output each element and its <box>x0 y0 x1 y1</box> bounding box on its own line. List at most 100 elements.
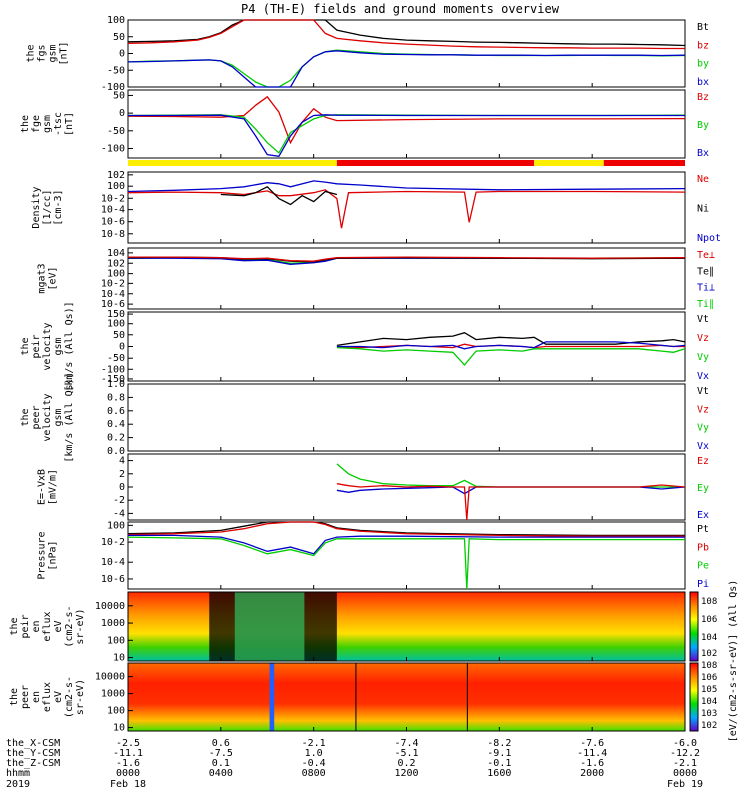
orbit-value: 0.1 <box>212 758 230 769</box>
legend-label: Bt <box>697 22 709 33</box>
row-label: 2019 <box>6 779 30 790</box>
legend-label: bx <box>697 77 709 88</box>
orbit-value: -6.0 <box>673 738 697 749</box>
legend-label: Vy <box>697 352 709 363</box>
legend-label: Te∥ <box>697 266 714 277</box>
legend-label: Ti⊥ <box>697 283 715 294</box>
orbit-value: -7.6 <box>580 738 604 749</box>
orbit-value: -1.6 <box>580 758 604 769</box>
y-tick-label: 2 <box>119 469 125 480</box>
series-line <box>128 256 686 262</box>
series-line <box>128 114 685 158</box>
series-line <box>220 186 338 206</box>
series-line <box>127 95 686 145</box>
orbit-value: -2.1 <box>302 738 326 749</box>
y-tick-label: -100 <box>101 82 125 93</box>
orbit-value: -2.1 <box>673 758 697 769</box>
row-label: the_Y-CSM <box>6 748 60 759</box>
date-label: Feb 19 <box>667 779 703 790</box>
y-axis-label: [km/s (All Qs)] <box>64 372 75 462</box>
series-line <box>127 536 685 590</box>
y-tick-label: 10-2 <box>101 193 125 204</box>
y-axis-label: gsm <box>42 115 53 133</box>
series-line <box>336 486 686 495</box>
spectrogram-image <box>128 663 685 731</box>
y-axis-label: gsm <box>53 337 64 355</box>
y-tick-label: -150 <box>101 374 125 385</box>
legend-label: Pt <box>697 524 709 535</box>
orbit-value: -11.1 <box>113 748 143 759</box>
date-label: Feb 18 <box>110 779 146 790</box>
colorbar-tick-label: 108 <box>701 597 717 607</box>
legend-label: Vx <box>697 441 709 452</box>
y-axis-label: eflux <box>42 682 53 712</box>
status-bar-segment <box>603 160 685 166</box>
y-tick-label: 0.0 <box>107 446 125 457</box>
legend-label: bz <box>697 40 709 51</box>
spectrogram-stripe <box>269 663 275 731</box>
y-tick-label: 10000 <box>95 601 125 612</box>
x-tick-label: 0000 <box>116 768 140 779</box>
y-axis-label: [eV] <box>48 266 59 290</box>
series-line <box>127 50 686 88</box>
legend-label: Vx <box>697 371 709 382</box>
legend-label: Pi <box>697 579 709 590</box>
y-tick-label: 102 <box>107 170 125 181</box>
colorbar-tick-label: 102 <box>701 649 717 659</box>
y-tick-label: 4 <box>119 456 125 467</box>
legend-label: Bx <box>697 148 709 159</box>
y-tick-label: 1000 <box>101 618 125 629</box>
orbit-value: -1.6 <box>116 758 140 769</box>
status-bar-segment <box>128 160 337 166</box>
y-axis-label: the <box>9 688 20 706</box>
y-axis-label: peer <box>20 685 31 709</box>
x-tick-label: 1600 <box>487 768 511 779</box>
colorbar <box>689 591 699 662</box>
y-tick-label: 100 <box>107 15 125 26</box>
y-axis-label: Density <box>31 186 42 228</box>
colorbar-tick-label: 105 <box>701 685 717 695</box>
y-tick-label: 50 <box>113 330 125 341</box>
y-tick-label: 10 <box>113 653 125 664</box>
series-line <box>127 19 685 50</box>
y-tick-label: 10-4 <box>101 289 125 300</box>
series-line <box>127 189 686 229</box>
colorbar-tick-label: 103 <box>701 709 717 719</box>
y-tick-label: 102 <box>107 258 125 269</box>
y-axis-label: fgs <box>37 44 48 62</box>
legend-label: Bz <box>697 92 709 103</box>
orbit-value: -7.5 <box>209 748 233 759</box>
y-axis-label: [nPa] <box>48 540 59 570</box>
y-axis-label: peer <box>31 405 42 429</box>
y-axis-label: fge <box>31 115 42 133</box>
y-axis-label: (cm2-s- <box>64 605 75 647</box>
y-tick-label: -50 <box>107 353 125 364</box>
y-axis-label: velocity <box>42 322 53 370</box>
y-tick-label: 0.4 <box>107 419 125 430</box>
y-axis-label: mgat3 <box>37 263 48 293</box>
y-tick-label: 150 <box>107 309 125 320</box>
status-bar-segment <box>336 160 535 166</box>
y-tick-label: 10-4 <box>101 557 125 568</box>
y-axis-label: (cm2-s- <box>64 676 75 718</box>
y-axis-label: [nT] <box>59 41 70 65</box>
y-tick-label: 0 <box>119 342 125 353</box>
legend-label: Npot <box>697 233 721 244</box>
spectrogram-patch <box>234 592 305 661</box>
figure-title: P4 (TH-E) fields and ground moments over… <box>241 2 560 16</box>
y-tick-label: 100 <box>107 319 125 330</box>
y-tick-label: -4 <box>113 508 125 519</box>
y-axis-label: the <box>20 408 31 426</box>
y-tick-label: 104 <box>107 248 125 259</box>
panel-frame <box>127 19 686 88</box>
x-tick-label: 0000 <box>673 768 697 779</box>
row-label: the_Z-CSM <box>6 758 60 769</box>
x-tick-label: 2000 <box>580 768 604 779</box>
legend-label: Ey <box>697 483 709 494</box>
panel-frame <box>127 383 686 452</box>
y-tick-label: 100 <box>107 181 125 192</box>
y-tick-label: 0.8 <box>107 392 125 403</box>
y-axis-label: the <box>26 44 37 62</box>
orbit-value: -12.2 <box>670 748 700 759</box>
